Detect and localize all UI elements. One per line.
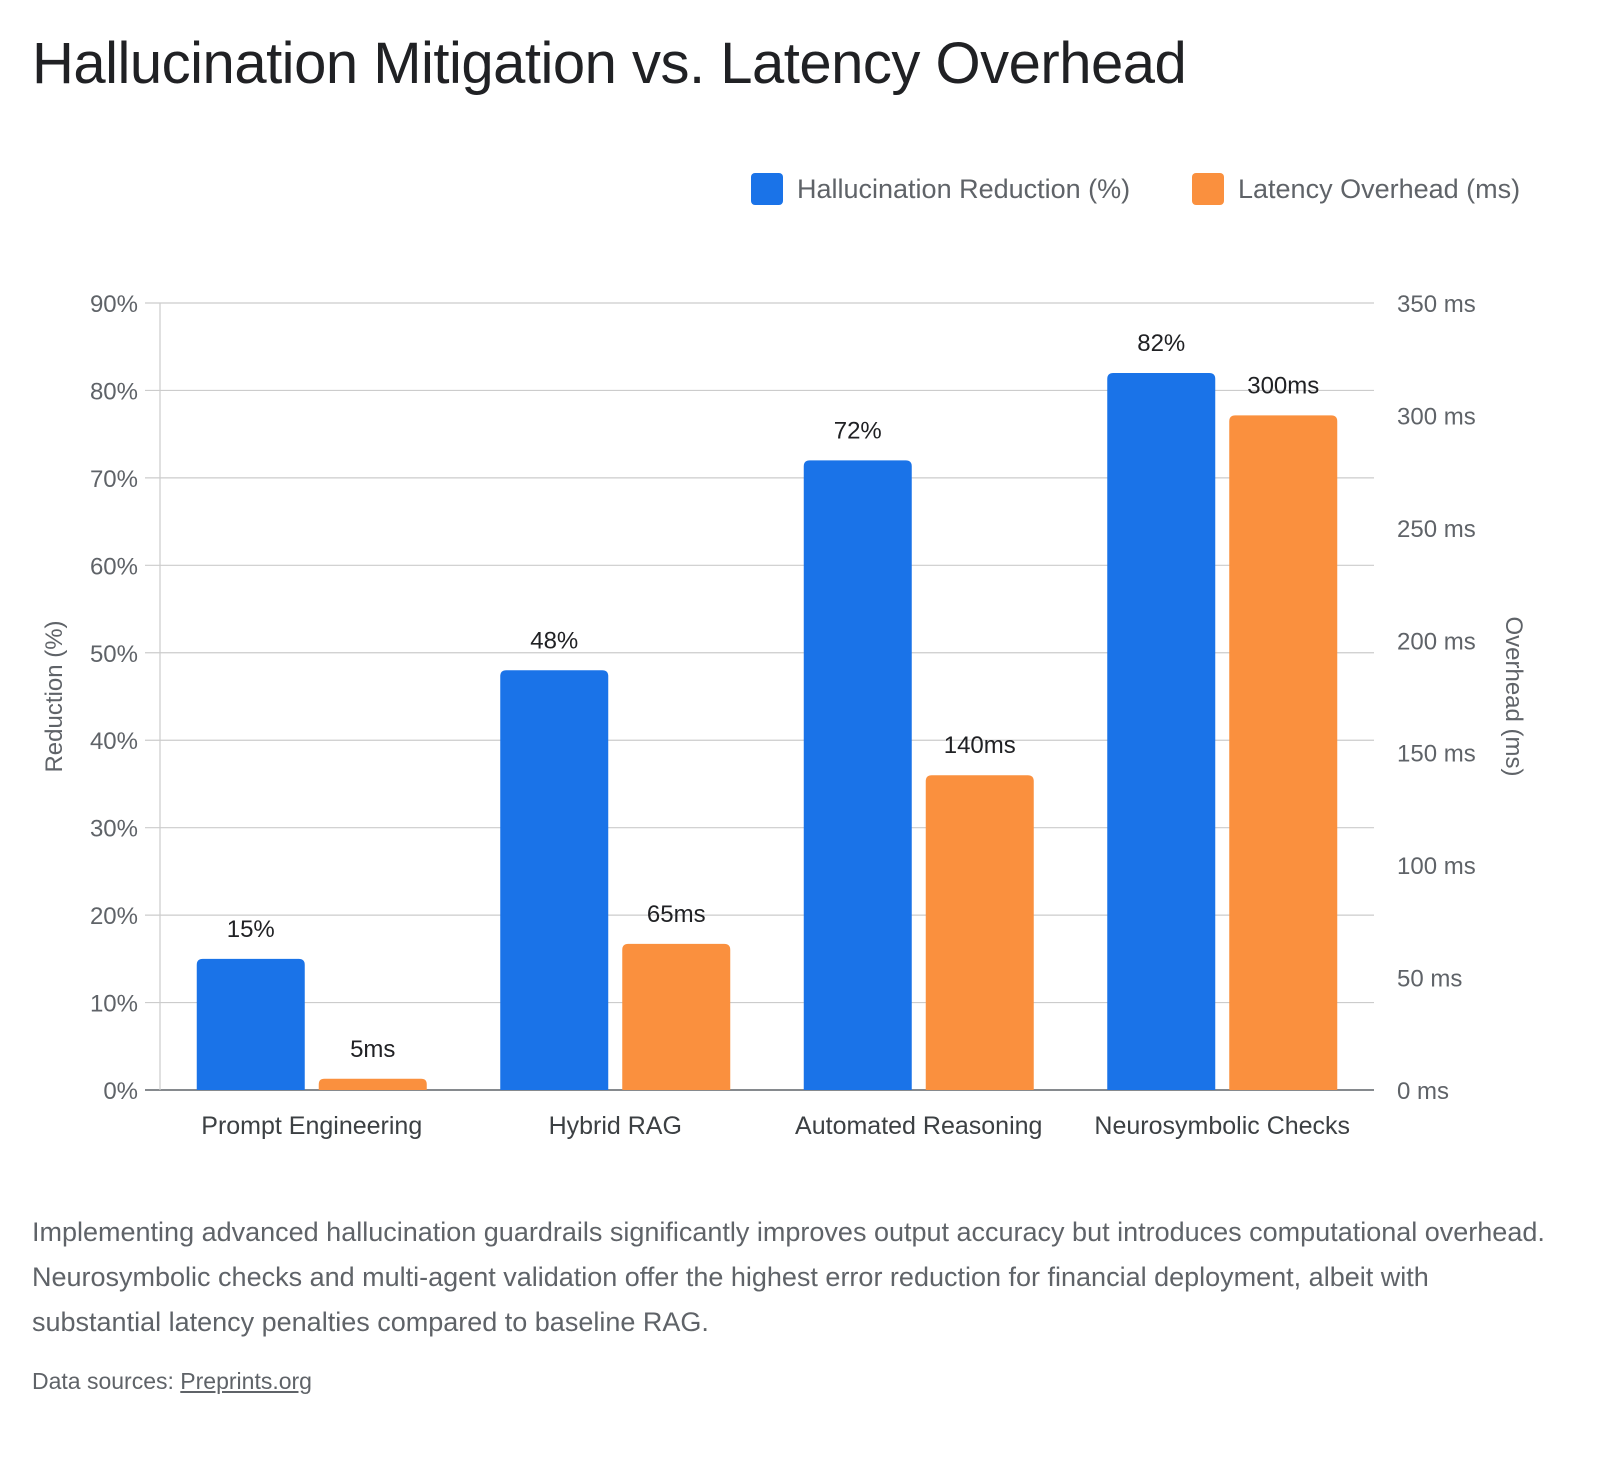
category-label-hybrid-rag: Hybrid RAG [549,1112,682,1140]
left-tick-label: 30% [90,816,138,843]
left-tick-label: 40% [90,728,138,755]
left-tick-label: 50% [90,641,138,668]
bars [196,372,1338,1090]
chart-title: Hallucination Mitigation vs. Latency Ove… [32,31,1187,96]
left-tick-label: 90% [90,291,138,318]
data-label-automated-reasoning: 72% [834,417,882,444]
data-label-prompt-engineering: 15% [227,916,275,943]
right-tick-label: 100 ms [1397,853,1476,880]
left-tick-label: 10% [90,991,138,1018]
chart-caption: Implementing advanced hallucination guar… [32,1217,1545,1337]
data-label-prompt-engineering: 5ms [350,1036,395,1063]
right-tick-label: 250 ms [1397,516,1476,543]
bar-latency-overhead-ms-prompt-engineering[interactable] [318,1078,427,1090]
legend-label-latency-overhead-ms: Latency Overhead (ms) [1238,174,1520,204]
right-tick-label: 150 ms [1397,741,1476,768]
bar-latency-overhead-ms-neurosymbolic-checks[interactable] [1229,415,1338,1090]
data-labels: 15% 5ms 48% 65ms 72% 140ms 82% 300ms [227,330,1320,1063]
category-axis: Prompt Engineering Hybrid RAG Automated Re… [201,1112,1350,1140]
data-label-neurosymbolic-checks: 82% [1137,330,1185,357]
right-tick-label: 350 ms [1397,291,1476,318]
category-label-automated-reasoning: Automated Reasoning [795,1112,1042,1140]
legend-swatch-hallucination-reduction [751,173,783,205]
data-label-hybrid-rag: 48% [530,627,578,654]
left-tick-label: 80% [90,378,138,405]
bar-hallucination-reduction-neurosymbolic-checks[interactable] [1107,372,1216,1090]
right-axis-title: Overhead (ms) [1500,616,1527,776]
left-tick-label: 70% [90,466,138,493]
category-label-prompt-engineering: Prompt Engineering [201,1112,422,1140]
legend-swatch-latency-overhead-ms [1192,173,1224,205]
right-tick-label: 0 ms [1397,1078,1449,1105]
bar-hallucination-reduction-automated-reasoning[interactable] [803,460,912,1090]
left-axis-title: Reduction (%) [41,620,68,772]
bar-latency-overhead-ms-automated-reasoning[interactable] [925,775,1034,1090]
category-label-neurosymbolic-checks: Neurosymbolic Checks [1094,1112,1350,1140]
right-tick-label: 200 ms [1397,628,1476,655]
bar-hallucination-reduction-prompt-engineering[interactable] [196,958,305,1090]
data-sources: Data sources: Preprints.org [32,1368,312,1395]
gridlines [145,302,1374,1091]
right-tick-label: 300 ms [1397,403,1476,430]
bar-latency-overhead-ms-hybrid-rag[interactable] [622,943,731,1090]
legend: Hallucination Reduction (%) Latency Overh… [751,173,1520,205]
dual-axis-bar-chart: Hallucination Reduction (%) Latency Overh… [41,173,1527,1140]
legend-label-hallucination-reduction: Hallucination Reduction (%) [797,174,1130,204]
right-tick-label: 50 ms [1397,966,1462,993]
data-label-automated-reasoning: 140ms [944,732,1016,759]
left-y-axis: 0% 10% 20% 30% 40% 50% 60% 70% 80% 90% Reduction (… [41,291,138,1105]
left-tick-label: 0% [103,1078,138,1105]
data-source-link[interactable]: Preprints.org [180,1368,312,1394]
right-y-axis: 0 ms 50 ms 100 ms 150 ms 200 ms 250 ms 300 ms 3… [1397,291,1527,1105]
bar-hallucination-reduction-hybrid-rag[interactable] [500,670,609,1090]
left-tick-label: 20% [90,903,138,930]
data-sources-label: Data sources: [32,1368,174,1394]
left-tick-label: 60% [90,553,138,580]
data-label-neurosymbolic-checks: 300ms [1247,372,1319,399]
data-label-hybrid-rag: 65ms [647,901,706,928]
